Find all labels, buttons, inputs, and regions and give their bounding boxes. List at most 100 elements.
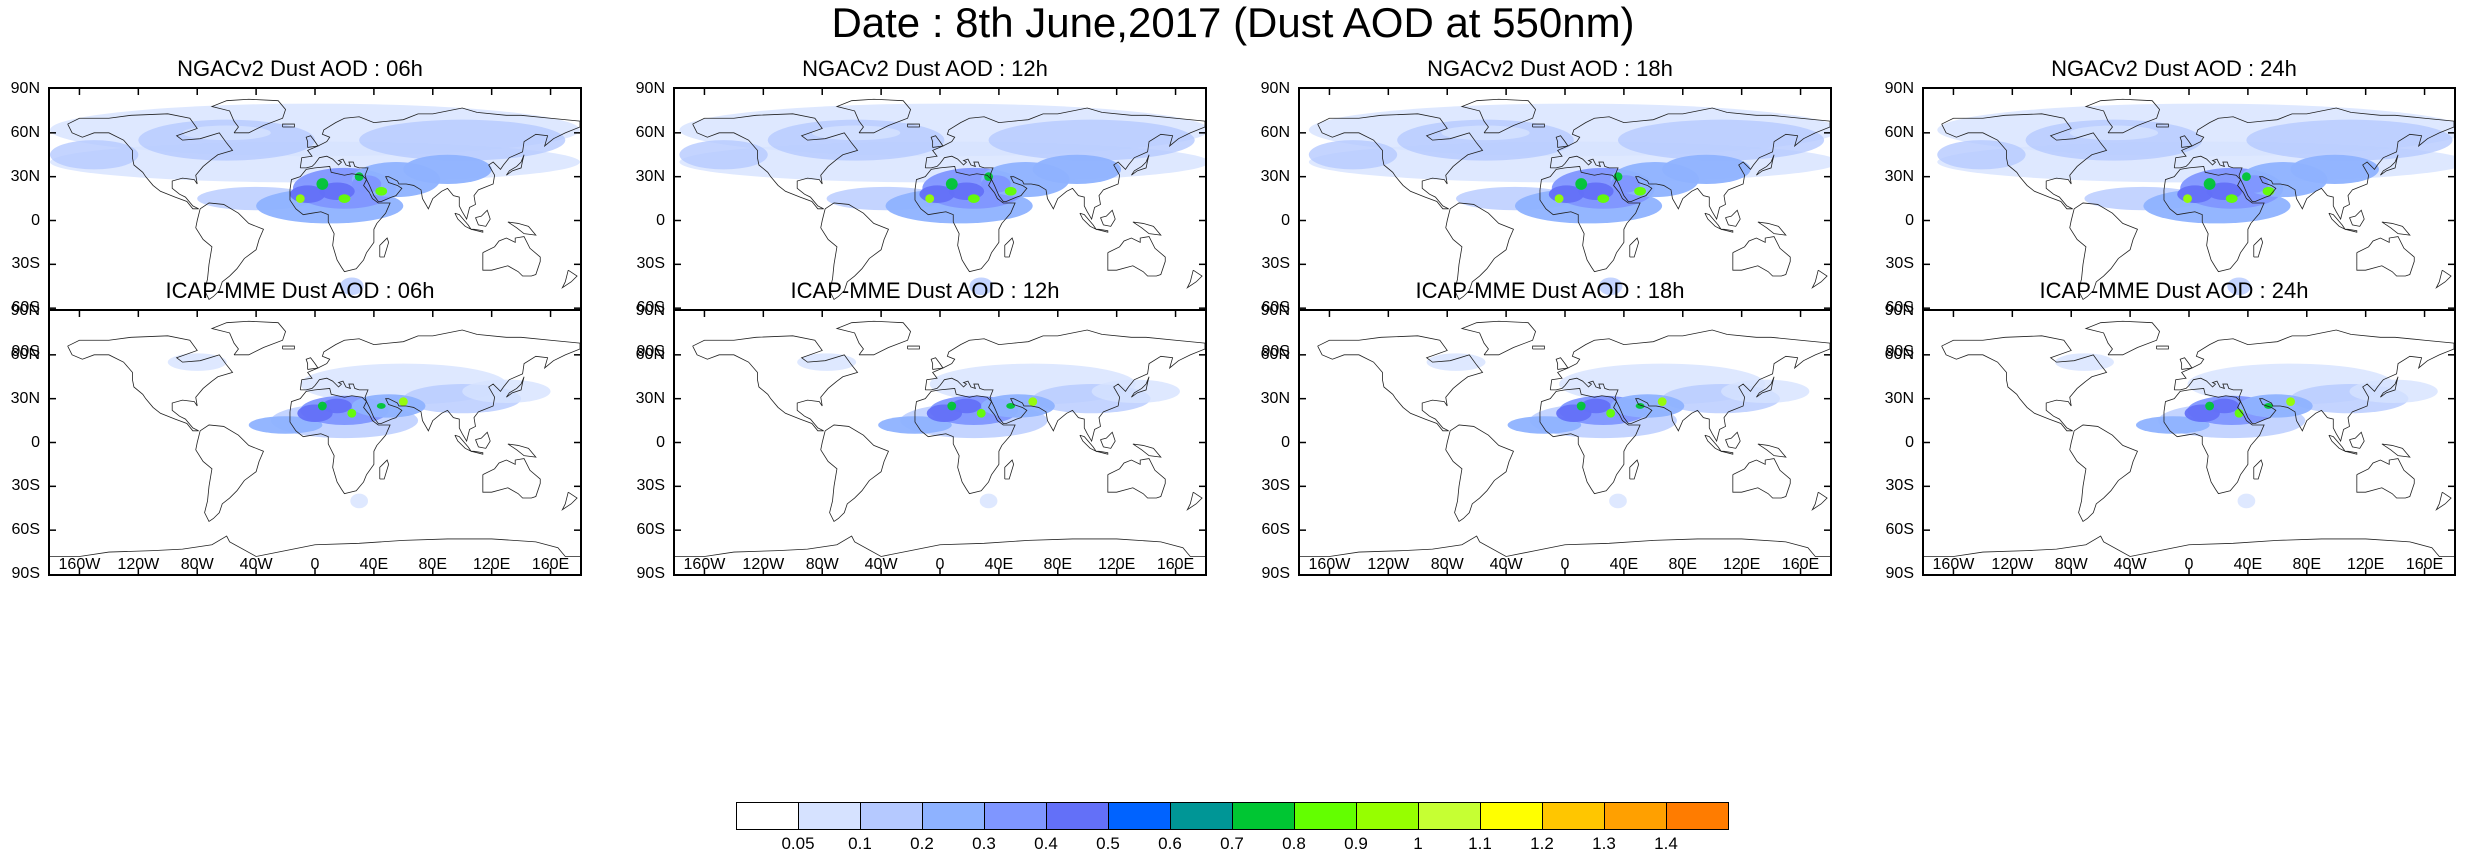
colorbar-box <box>1232 802 1295 830</box>
lat-tick-label: 0 <box>31 433 40 451</box>
lon-tick-label: 120E <box>1722 556 1761 573</box>
coastline <box>1720 450 1734 455</box>
aod-field-patch <box>2055 353 2114 371</box>
aod-field-patch <box>2246 119 2453 161</box>
lat-tick-label: 60S <box>1885 521 1914 539</box>
aod-field-patch <box>316 178 329 190</box>
aod-field-patch <box>925 194 935 203</box>
aod-field-patch <box>1635 403 1645 409</box>
coastline <box>1725 209 1741 227</box>
coastline <box>924 107 1205 221</box>
lat-tick-label: 30N <box>1260 389 1290 407</box>
colorbar-tick-label: 1.4 <box>1654 834 1678 853</box>
coastline <box>1132 443 1162 458</box>
lon-tick-label: 80W <box>180 556 214 573</box>
aod-field-patch <box>1426 353 1486 371</box>
lat-tick-label: 90N <box>635 80 665 97</box>
lat-tick-label: 30S <box>1885 477 1914 495</box>
map-plot-area <box>673 309 1207 576</box>
coastline <box>1095 228 1109 233</box>
aod-field-patch <box>2290 154 2379 184</box>
coastline <box>2344 450 2358 455</box>
lon-tick-label: 40E <box>1609 556 1639 573</box>
aod-field-patch <box>354 172 364 182</box>
lat-tick-label: 60N <box>10 123 40 141</box>
map-plot-area <box>1922 309 2456 576</box>
colorbar-box <box>1604 802 1667 830</box>
coastline <box>1555 357 1569 370</box>
panel-title: NGACv2 Dust AOD : 18h <box>1427 56 1673 81</box>
aod-field-patch <box>350 493 368 509</box>
aod-field-patch <box>811 125 901 141</box>
lat-tick-label: 30S <box>11 255 40 273</box>
lat-tick-label: 60S <box>1261 299 1290 317</box>
coastline <box>2356 236 2415 277</box>
coastline <box>2344 228 2358 233</box>
lon-tick-label: 80E <box>2292 556 2321 573</box>
aod-field-patch <box>1657 397 1667 406</box>
coastline <box>475 431 491 449</box>
coastline <box>506 154 525 176</box>
coastline <box>1757 443 1787 458</box>
lat-tick-label: 0 <box>1281 433 1290 451</box>
lat-tick-label: 30S <box>1261 255 1290 273</box>
lon-tick-label: 80E <box>418 556 447 573</box>
lat-tick-label: 30N <box>10 389 40 407</box>
coastline <box>675 535 1205 557</box>
coastline <box>907 345 920 350</box>
coastline <box>1555 135 1569 148</box>
coastline <box>1549 329 1830 443</box>
lat-tick-label: 60S <box>11 299 40 317</box>
map-svg <box>1300 311 1830 574</box>
lat-tick-label: 90S <box>636 343 665 360</box>
coastline <box>1941 335 2108 432</box>
lon-tick-label: 160W <box>683 556 726 573</box>
colorbar-box <box>1170 802 1233 830</box>
coastline <box>2435 491 2452 511</box>
coastline <box>305 357 319 370</box>
coastline <box>835 320 912 356</box>
lon-tick-label: 160W <box>1932 556 1975 573</box>
lon-tick-label: 80W <box>1430 556 1464 573</box>
lat-tick-label: 90S <box>1885 343 1914 360</box>
aod-field-patch <box>376 403 386 409</box>
lon-tick-label: 0 <box>935 556 945 573</box>
coastline <box>289 388 391 495</box>
lat-tick-label: 60S <box>1885 299 1914 317</box>
colorbar-box <box>1480 802 1543 830</box>
coastline <box>1300 535 1830 557</box>
lat-tick-label: 90S <box>11 565 40 582</box>
aod-field-patch <box>248 416 323 434</box>
colorbar-box <box>736 802 799 830</box>
lat-tick-label: 90N <box>10 302 40 319</box>
coastline <box>1095 450 1109 455</box>
coastline <box>67 113 234 210</box>
coastline <box>482 458 541 499</box>
coastline <box>1629 459 1640 480</box>
coastline <box>820 202 890 300</box>
aod-field-patch <box>398 397 408 406</box>
aod-field-patch <box>322 398 352 414</box>
coastline <box>2253 237 2264 258</box>
lat-tick-label: 30N <box>1884 167 1914 185</box>
lon-tick-label: 120W <box>1991 556 2034 573</box>
coastline <box>210 320 287 356</box>
coastline <box>1100 209 1116 227</box>
coastline <box>907 123 920 128</box>
lon-tick-label: 160W <box>58 556 101 573</box>
coastline <box>1460 98 1537 134</box>
aod-field-patch <box>945 178 958 190</box>
aod-field-patch <box>1028 397 1038 406</box>
lat-tick-label: 60N <box>1884 345 1914 363</box>
aod-field-patch <box>2234 408 2244 418</box>
aod-field-patch <box>2349 379 2438 404</box>
coastline <box>692 113 859 210</box>
coastline <box>561 491 578 511</box>
aod-field-patch <box>462 379 551 404</box>
lat-tick-label: 60N <box>10 345 40 363</box>
map-panel: ICAP-MME Dust AOD : 06h 90N 60N 30N 0 30S 60S 9… <box>0 278 600 582</box>
aod-field-patch <box>967 194 980 203</box>
lat-tick-label: 60S <box>1261 521 1290 539</box>
map-plot-area <box>48 309 582 576</box>
coastline <box>2163 166 2265 273</box>
